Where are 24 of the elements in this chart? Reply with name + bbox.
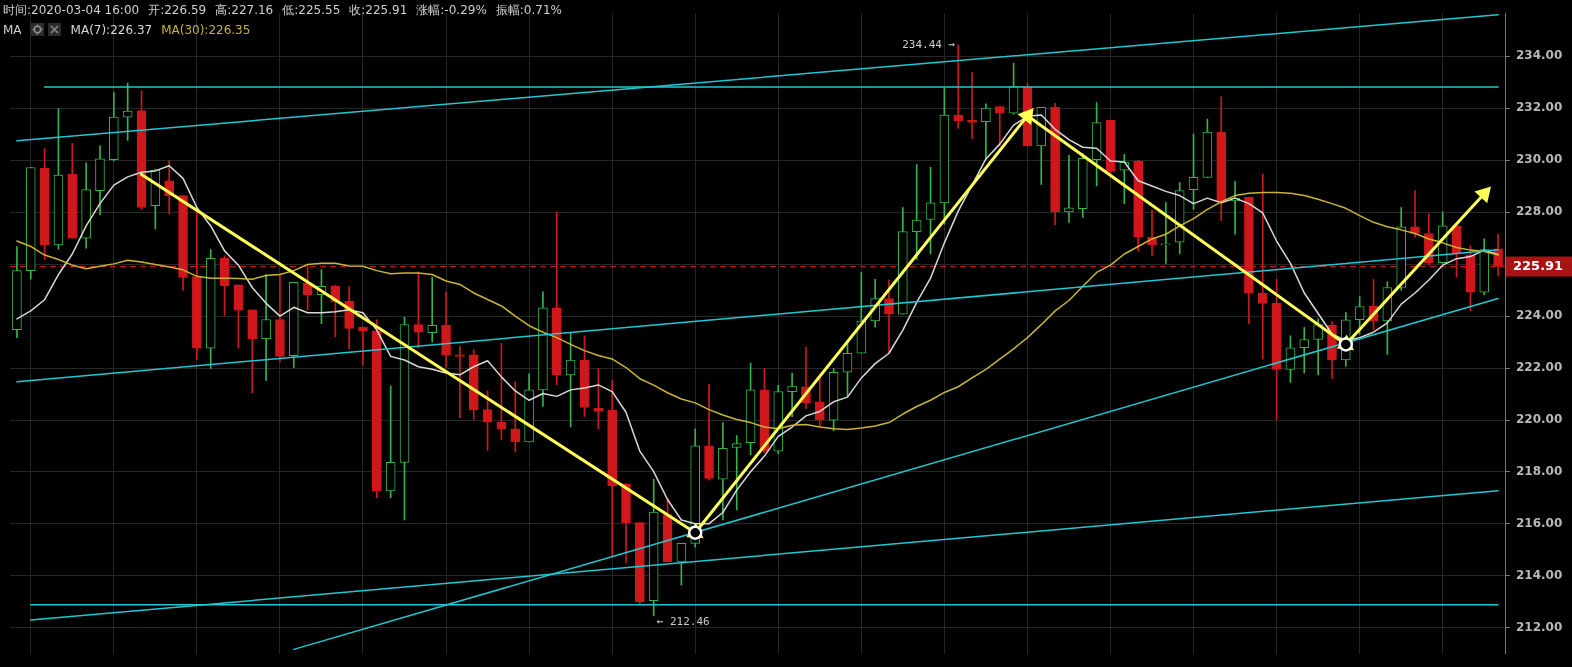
y-tick-label: 230.00: [1516, 152, 1563, 167]
y-tick-label: 228.00: [1516, 204, 1563, 219]
y-tick-label: 214.00: [1516, 567, 1563, 582]
annotation: 振幅:0.71%: [495, 2, 562, 19]
annotation: 234.44 →: [902, 37, 956, 51]
y-tick-label: 224.00: [1516, 308, 1563, 323]
y-tick-label: 234.00: [1516, 48, 1563, 63]
annotation: MA(30):226.35: [161, 22, 251, 37]
y-tick-label: 222.00: [1516, 360, 1563, 375]
annotation: 收:225.91: [349, 2, 408, 19]
y-tick-label: 232.00: [1516, 100, 1563, 115]
annotation: 低:225.55: [282, 2, 341, 19]
annotation: 高:227.16: [215, 2, 274, 19]
annotation: 开:226.59: [148, 2, 207, 19]
y-tick-label: 212.00: [1516, 619, 1563, 634]
annotation: MA: [3, 22, 22, 37]
ref-line-label: 225.91: [1513, 257, 1564, 273]
annotation: ← 212.46: [656, 614, 710, 628]
y-tick-label: 220.00: [1516, 412, 1563, 427]
annotation: MA(7):226.37: [70, 22, 153, 37]
annotation: 涨幅:-0.29%: [416, 2, 487, 19]
annotation: 时间:2020-03-04 16:00: [3, 2, 140, 19]
y-tick-label: 218.00: [1516, 464, 1563, 479]
y-tick-label: 216.00: [1516, 516, 1563, 531]
